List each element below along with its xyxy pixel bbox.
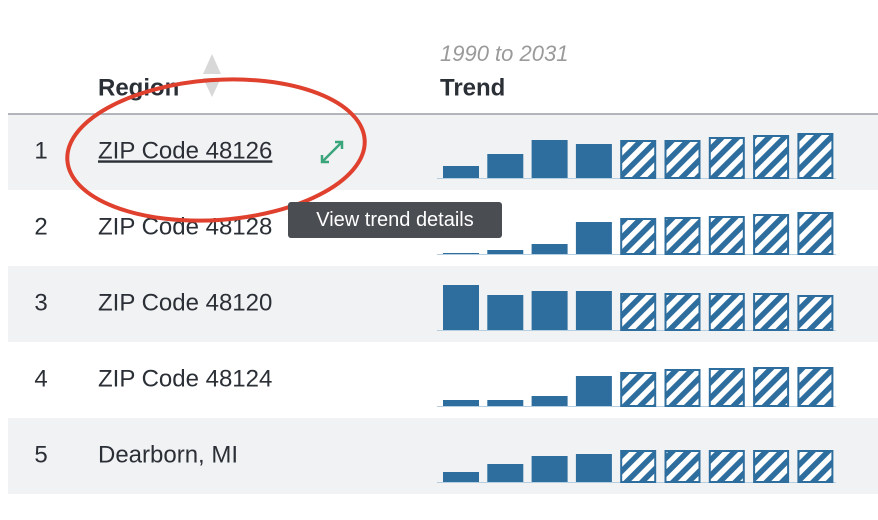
projection-bar bbox=[797, 450, 834, 483]
history-bar bbox=[531, 244, 568, 254]
history-bar bbox=[487, 464, 524, 482]
projection-bar bbox=[753, 293, 790, 331]
tooltip-box bbox=[288, 202, 502, 238]
history-bar bbox=[487, 154, 524, 178]
projection-bar bbox=[708, 216, 745, 255]
history-bar bbox=[487, 250, 524, 254]
projection-bar bbox=[664, 217, 701, 255]
table-row: 2 ZIP Code 48128 bbox=[34, 212, 836, 255]
projection-bar bbox=[797, 133, 834, 179]
history-bar bbox=[443, 400, 479, 406]
history-bar bbox=[443, 253, 479, 254]
history-bar bbox=[575, 222, 612, 254]
region-name: Dearborn, MI bbox=[98, 441, 238, 468]
rank: 2 bbox=[34, 213, 47, 240]
projection-bar bbox=[708, 450, 745, 483]
projection-bar bbox=[620, 140, 657, 179]
projection-bar bbox=[708, 368, 745, 407]
projection-bar bbox=[664, 369, 701, 407]
projection-bar bbox=[708, 137, 745, 179]
history-bar bbox=[575, 376, 612, 406]
rank: 4 bbox=[34, 365, 47, 392]
projection-bar bbox=[797, 367, 834, 407]
sort-arrows[interactable] bbox=[203, 54, 221, 97]
trend-range: 1990 to 2031 bbox=[440, 41, 568, 66]
rank: 1 bbox=[34, 137, 47, 164]
annotation-ellipse bbox=[65, 77, 367, 223]
history-bar bbox=[443, 285, 479, 330]
history-bar bbox=[531, 396, 568, 406]
rank: 5 bbox=[34, 441, 47, 468]
region-name: ZIP Code 48124 bbox=[98, 365, 272, 392]
projection-bar bbox=[664, 140, 701, 179]
expand-icon[interactable] bbox=[320, 140, 344, 164]
projection-bar bbox=[620, 450, 657, 483]
projection-bar bbox=[620, 218, 657, 255]
region-link[interactable]: ZIP Code 48126 bbox=[98, 137, 272, 164]
history-bar bbox=[443, 166, 479, 178]
history-bar bbox=[487, 295, 524, 330]
history-bar bbox=[575, 144, 612, 178]
table-row: 1 ZIP Code 48126 bbox=[8, 114, 878, 190]
projection-bar bbox=[664, 293, 701, 331]
table-row: 4 ZIP Code 48124 bbox=[34, 365, 836, 407]
table-row: 3 ZIP Code 48120 bbox=[8, 266, 878, 342]
trend-header: Trend bbox=[440, 74, 505, 101]
projection-bar bbox=[620, 372, 657, 407]
region-name: ZIP Code 48120 bbox=[98, 289, 272, 316]
projection-bar bbox=[664, 450, 701, 483]
history-bar bbox=[443, 472, 479, 482]
history-bar bbox=[531, 140, 568, 178]
tooltip-text: View trend details bbox=[316, 209, 474, 231]
history-bar bbox=[575, 291, 612, 330]
history-bar bbox=[575, 454, 612, 482]
table-body: 1 ZIP Code 48126 2 ZIP Code 48128 3 ZIP Code … bbox=[8, 114, 878, 494]
projection-bar bbox=[708, 293, 745, 331]
history-bar bbox=[531, 291, 568, 330]
history-bar bbox=[531, 456, 568, 482]
projection-bar bbox=[797, 212, 834, 255]
history-bar bbox=[487, 400, 524, 406]
projection-bar bbox=[753, 367, 790, 407]
projection-bar bbox=[753, 135, 790, 179]
rank: 3 bbox=[34, 289, 47, 316]
table-row: 5 Dearborn, MI bbox=[8, 418, 878, 494]
projection-bar bbox=[753, 450, 790, 483]
projection-bar bbox=[753, 214, 790, 255]
projection-bar bbox=[620, 293, 657, 331]
projection-bar bbox=[797, 295, 834, 331]
